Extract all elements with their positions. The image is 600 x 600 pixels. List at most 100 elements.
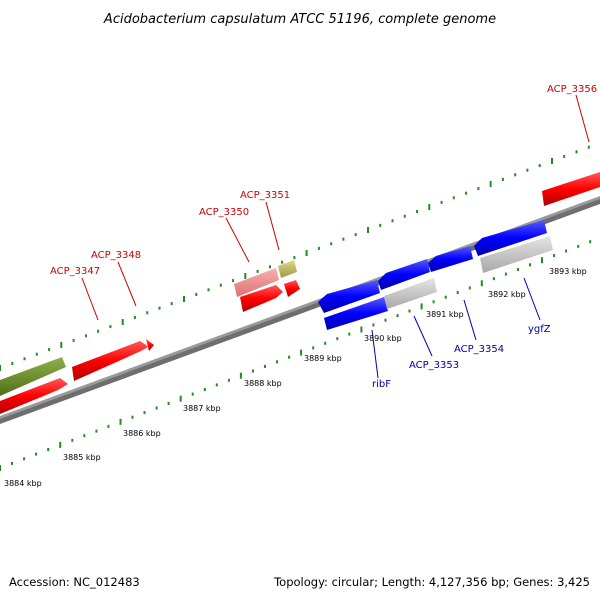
gene-rna-olive[interactable]: [0, 357, 66, 396]
forward-genes: [0, 172, 600, 414]
major-tick: [420, 303, 423, 310]
minor-tick: [342, 237, 345, 241]
gene-acp-3351-lower[interactable]: [284, 280, 300, 297]
major-tick: [121, 319, 124, 325]
minor-tick: [191, 392, 194, 396]
minor-tick: [538, 164, 541, 168]
reverse-gene-labels: ribF ACP_3353 ACP_3354 ygfZ: [371, 277, 551, 390]
minor-tick: [131, 415, 134, 419]
minor-tick: [276, 360, 278, 364]
minor-tick: [158, 306, 161, 310]
minor-tick: [107, 424, 110, 428]
major-tick: [428, 204, 431, 210]
minor-tick: [293, 256, 296, 260]
major-tick: [244, 273, 247, 279]
minor-tick: [71, 438, 74, 442]
minor-tick: [348, 332, 351, 336]
reverse-tick-track: [0, 240, 592, 471]
ruler-label: 3885 kbp: [63, 453, 101, 462]
minor-tick: [195, 292, 198, 296]
minor-tick: [146, 311, 149, 315]
ruler-label: 3884 kbp: [4, 479, 42, 488]
minor-tick: [317, 246, 320, 250]
minor-tick: [167, 401, 170, 405]
major-tick: [551, 158, 553, 164]
gene-acp-3353[interactable]: [378, 259, 430, 290]
minor-tick: [403, 214, 406, 218]
label-acp-3350[interactable]: ACP_3350: [199, 207, 249, 218]
major-tick: [0, 365, 1, 371]
gene-acp-3350-lower[interactable]: [240, 285, 283, 312]
minor-tick: [575, 150, 578, 154]
label-acp-3354[interactable]: ACP_3354: [454, 344, 504, 355]
minor-tick: [215, 383, 218, 387]
gene-reverse-lower[interactable]: [324, 297, 388, 330]
minor-tick: [288, 355, 291, 359]
minor-tick: [516, 268, 519, 271]
minor-tick: [577, 244, 580, 248]
minor-tick: [11, 461, 13, 465]
gene-acp-3356[interactable]: [542, 172, 600, 206]
label-acp-3356[interactable]: ACP_3356: [547, 84, 597, 95]
ruler-label: 3892 kbp: [488, 290, 526, 299]
minor-tick: [565, 249, 568, 253]
gene-ygfz[interactable]: [474, 220, 547, 256]
gene-pseudo-2[interactable]: [480, 236, 553, 273]
ruler-label: 3887 kbp: [183, 404, 221, 413]
major-tick: [541, 257, 543, 264]
label-acp-3353[interactable]: ACP_3353: [409, 360, 459, 371]
major-tick: [59, 441, 62, 448]
gene-acp-3351[interactable]: [278, 260, 297, 278]
minor-tick: [95, 429, 98, 433]
minor-tick: [384, 318, 387, 322]
gene-acp-3348[interactable]: [72, 341, 148, 381]
gene-acp-3354[interactable]: [428, 246, 473, 272]
gene-pseudo-1[interactable]: [384, 278, 437, 309]
ruler-label: 3890 kbp: [364, 334, 402, 343]
gene-acp-3348-tip[interactable]: [146, 339, 154, 351]
minor-tick: [232, 279, 235, 283]
major-tick: [360, 326, 363, 333]
major-tick: [0, 465, 1, 471]
major-tick: [119, 418, 122, 425]
minor-tick: [444, 295, 447, 299]
minor-tick: [133, 315, 136, 319]
minor-tick: [227, 378, 230, 382]
minor-tick: [501, 177, 504, 181]
ruler-label: 3891 kbp: [426, 310, 464, 319]
minor-tick: [563, 154, 566, 158]
major-tick: [489, 181, 492, 187]
label-acp-3351[interactable]: ACP_3351: [240, 190, 290, 201]
minor-tick: [72, 338, 75, 342]
label-acp-3348[interactable]: ACP_3348: [91, 250, 141, 261]
minor-tick: [408, 309, 411, 313]
major-tick: [179, 395, 182, 402]
minor-tick: [553, 254, 556, 258]
minor-tick: [207, 288, 210, 292]
minor-tick: [219, 283, 222, 287]
major-tick: [480, 280, 483, 287]
genome-summary-text: Topology: circular; Length: 4,127,356 bp…: [273, 575, 590, 589]
gene-ribf[interactable]: [318, 280, 380, 313]
label-acp-3347[interactable]: ACP_3347: [50, 266, 100, 277]
minor-tick: [416, 210, 418, 214]
minor-tick: [372, 323, 375, 327]
minor-tick: [155, 406, 158, 410]
gene-acp-3350[interactable]: [234, 268, 279, 297]
minor-tick: [23, 357, 26, 361]
gene-forward-left-edge[interactable]: [0, 378, 68, 414]
label-ribf[interactable]: ribF: [372, 379, 391, 390]
minor-tick: [514, 173, 517, 177]
minor-tick: [324, 341, 327, 345]
minor-tick: [526, 168, 529, 172]
major-tick: [239, 372, 242, 379]
minor-tick: [48, 348, 51, 352]
label-ygfz[interactable]: ygfZ: [528, 324, 551, 335]
minor-tick: [264, 364, 266, 368]
minor-tick: [391, 219, 394, 223]
minor-tick: [336, 337, 339, 341]
minor-tick: [465, 191, 468, 195]
major-tick: [60, 342, 63, 348]
minor-tick: [396, 314, 399, 318]
